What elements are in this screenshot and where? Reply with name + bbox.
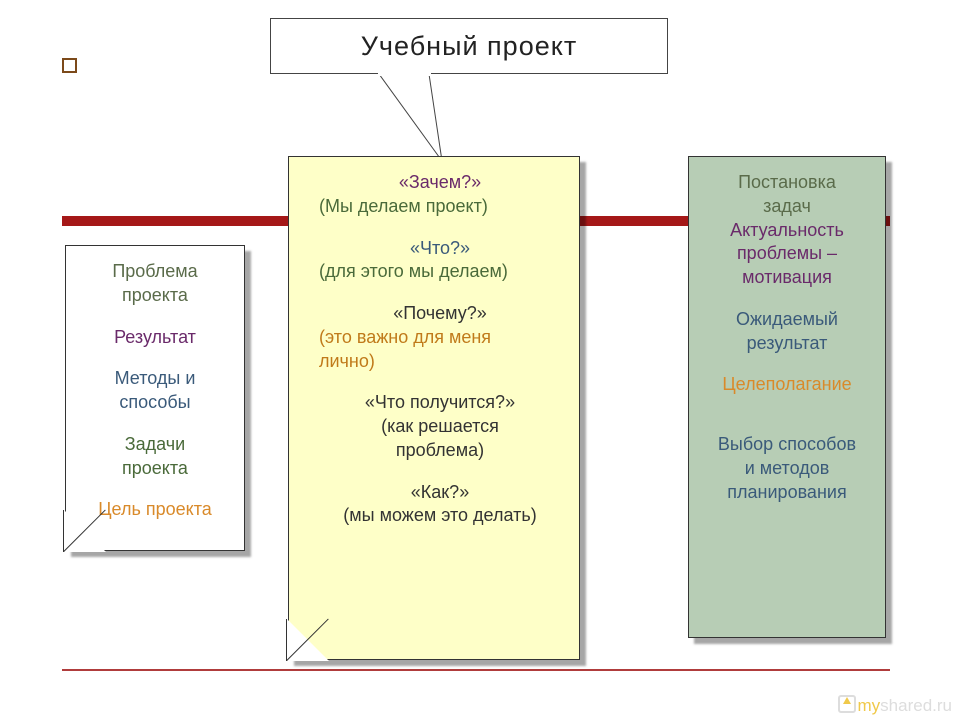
left-note: Проблема проекта Результат Методы и спос… [65, 245, 245, 551]
title-callout: Учебный проект [270, 18, 668, 74]
page-fold-icon [287, 619, 329, 661]
r2l1: результат [701, 332, 873, 356]
r4l1: и методов [701, 457, 873, 481]
mid-a-2a: (это важно для меня [319, 326, 561, 350]
mid-q-2: «Почему?» [319, 302, 561, 326]
mid-q-4: «Как?» [319, 481, 561, 505]
left-item-2-l2: способы [78, 391, 232, 415]
slide-stage: Учебный проект Проблема проекта Результа… [0, 0, 960, 720]
mid-a-0: (Мы делаем проект) [319, 195, 561, 219]
title-text: Учебный проект [361, 31, 577, 62]
watermark-icon [838, 695, 856, 713]
left-note-face: Проблема проекта Результат Методы и спос… [65, 245, 245, 551]
right-note: Постановка задач Актуальность проблемы –… [688, 156, 886, 638]
mid-q-0: «Зачем?» [319, 171, 561, 195]
r0l0: Постановка [701, 171, 873, 195]
r4l2: планирования [701, 481, 873, 505]
r1l1: проблемы – [701, 242, 873, 266]
page-fold-icon [64, 510, 106, 552]
mid-a-1: (для этого мы делаем) [319, 260, 561, 284]
mid-a-2b: лично) [319, 350, 561, 374]
left-item-0-l1: Проблема [78, 260, 232, 284]
watermark-rest: shared.ru [880, 696, 952, 715]
watermark: myshared.ru [838, 695, 953, 716]
r4l0: Выбор способов [701, 433, 873, 457]
r3l0: Целеполагание [701, 373, 873, 397]
middle-note-face: «Зачем?» (Мы делаем проект) «Что?» (для … [288, 156, 580, 660]
left-item-3-l1: Задачи [78, 433, 232, 457]
divider-thin [62, 669, 890, 671]
r1l2: мотивация [701, 266, 873, 290]
mid-q-3: «Что получится?» [319, 391, 561, 415]
mid-a-3b: проблема) [319, 439, 561, 463]
r0l1: задач [701, 195, 873, 219]
left-item-1-l1: Результат [78, 326, 232, 350]
watermark-my: my [858, 696, 881, 715]
right-note-face: Постановка задач Актуальность проблемы –… [688, 156, 886, 638]
r1l0: Актуальность [701, 219, 873, 243]
left-item-3-l2: проекта [78, 457, 232, 481]
mid-a-3a: (как решается [319, 415, 561, 439]
bullet-square-icon [62, 58, 77, 73]
left-item-2-l1: Методы и [78, 367, 232, 391]
mid-a-4: (мы можем это делать) [319, 504, 561, 528]
middle-note: «Зачем?» (Мы делаем проект) «Что?» (для … [288, 156, 580, 660]
r2l0: Ожидаемый [701, 308, 873, 332]
mid-q-1: «Что?» [319, 237, 561, 261]
left-item-0-l2: проекта [78, 284, 232, 308]
